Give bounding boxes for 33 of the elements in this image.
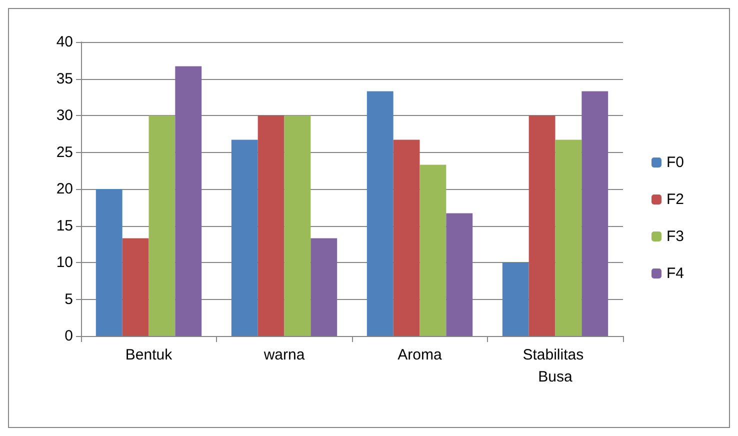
x-tick-label: Aroma [398, 346, 442, 364]
x-tick-label: Stabilitas Busa [522, 346, 588, 386]
legend-label: F4 [666, 265, 684, 282]
bar [96, 189, 122, 336]
bar [258, 116, 284, 336]
y-tick-label: 10 [56, 254, 73, 271]
bar [231, 140, 258, 336]
y-tick-label: 40 [56, 34, 73, 50]
bar [122, 238, 149, 336]
legend-label: F0 [666, 154, 684, 171]
y-tick-label: 0 [64, 328, 73, 344]
y-tick-label: 35 [56, 70, 73, 88]
bar [528, 116, 556, 336]
y-tick-label: 5 [64, 290, 73, 308]
bar [582, 91, 608, 336]
bar [446, 213, 473, 336]
bar [420, 164, 446, 336]
bar [366, 91, 394, 336]
y-tick-label: 30 [56, 107, 73, 124]
y-tick-label: 20 [56, 180, 73, 198]
y-tick-label: 15 [56, 217, 73, 234]
bar [502, 262, 529, 336]
bar [175, 66, 202, 336]
legend-label: F3 [666, 228, 684, 245]
bar [555, 140, 582, 336]
bar [393, 140, 420, 336]
legend-label: F2 [666, 191, 684, 208]
bar [148, 116, 176, 336]
x-tick-label: warna [262, 346, 306, 364]
bar [284, 116, 311, 336]
x-tick-label: Bentuk [125, 346, 173, 364]
bar [310, 238, 338, 336]
y-tick-label: 25 [56, 144, 73, 161]
